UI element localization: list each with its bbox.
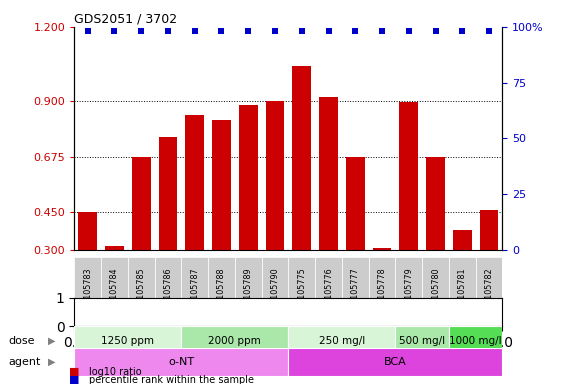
Bar (155, 257, 182, 326)
Bar (292, 66, 311, 250)
Bar (369, 257, 395, 326)
Point (217, 28, 226, 34)
Text: GSM105788: GSM105788 (217, 268, 226, 316)
Bar (346, 157, 365, 250)
Bar (315, 257, 342, 326)
Bar (159, 137, 177, 250)
Text: log10 ratio: log10 ratio (89, 367, 141, 377)
Text: 1000 mg/l: 1000 mg/l (449, 336, 502, 346)
Point (377, 28, 387, 34)
Text: ■: ■ (69, 367, 79, 377)
Bar (426, 157, 445, 250)
Bar (128, 257, 155, 326)
Text: GSM105783: GSM105783 (83, 268, 92, 316)
Text: GSM105782: GSM105782 (485, 268, 493, 316)
Bar (288, 326, 395, 355)
Bar (395, 257, 422, 326)
Bar (395, 326, 449, 355)
Bar (266, 101, 284, 250)
Text: 250 mg/l: 250 mg/l (319, 336, 365, 346)
Point (83, 28, 92, 34)
Bar (78, 212, 97, 250)
Text: BCA: BCA (384, 357, 407, 367)
Text: 1250 ppm: 1250 ppm (101, 336, 154, 346)
Point (190, 28, 199, 34)
Bar (101, 257, 128, 326)
Point (163, 28, 172, 34)
Bar (182, 257, 208, 326)
Bar (476, 257, 502, 326)
Bar (288, 257, 315, 326)
Bar (449, 326, 502, 355)
Text: GSM105789: GSM105789 (244, 268, 253, 316)
Point (324, 28, 333, 34)
Bar (342, 257, 369, 326)
Point (244, 28, 253, 34)
Bar (319, 98, 338, 250)
Bar (449, 257, 476, 326)
Text: GSM105779: GSM105779 (404, 268, 413, 316)
Bar (235, 257, 262, 326)
Bar (288, 348, 502, 376)
Bar (208, 257, 235, 326)
Text: GSM105784: GSM105784 (110, 268, 119, 316)
Bar (186, 115, 204, 250)
Point (271, 28, 280, 34)
Bar (400, 103, 418, 250)
Text: GDS2051 / 3702: GDS2051 / 3702 (74, 13, 178, 26)
Bar (105, 246, 124, 250)
Point (431, 28, 440, 34)
Bar (373, 248, 391, 250)
Bar (422, 257, 449, 326)
Text: GSM105781: GSM105781 (458, 268, 467, 316)
Text: GSM105785: GSM105785 (136, 268, 146, 316)
Bar (74, 326, 182, 355)
Bar (212, 120, 231, 250)
Text: agent: agent (9, 357, 41, 367)
Text: ▶: ▶ (47, 336, 55, 346)
Bar (453, 230, 472, 250)
Text: ■: ■ (69, 375, 79, 384)
Bar (132, 157, 151, 250)
Bar (182, 326, 288, 355)
Text: ▶: ▶ (47, 357, 55, 367)
Text: GSM105786: GSM105786 (163, 268, 172, 316)
Bar (74, 348, 288, 376)
Bar (239, 105, 258, 250)
Text: 500 mg/l: 500 mg/l (399, 336, 445, 346)
Point (297, 28, 306, 34)
Point (485, 28, 494, 34)
Point (404, 28, 413, 34)
Text: percentile rank within the sample: percentile rank within the sample (89, 375, 254, 384)
Text: 2000 ppm: 2000 ppm (208, 336, 261, 346)
Text: GSM105780: GSM105780 (431, 268, 440, 316)
Bar (480, 210, 498, 250)
Text: GSM105777: GSM105777 (351, 268, 360, 316)
Text: GSM105790: GSM105790 (271, 268, 279, 316)
Bar (74, 257, 101, 326)
Point (351, 28, 360, 34)
Point (136, 28, 146, 34)
Point (458, 28, 467, 34)
Bar (262, 257, 288, 326)
Text: GSM105778: GSM105778 (377, 268, 387, 316)
Point (110, 28, 119, 34)
Text: GSM105776: GSM105776 (324, 268, 333, 316)
Text: o-NT: o-NT (168, 357, 194, 367)
Text: GSM105787: GSM105787 (190, 268, 199, 316)
Text: dose: dose (9, 336, 35, 346)
Text: GSM105775: GSM105775 (297, 268, 306, 316)
